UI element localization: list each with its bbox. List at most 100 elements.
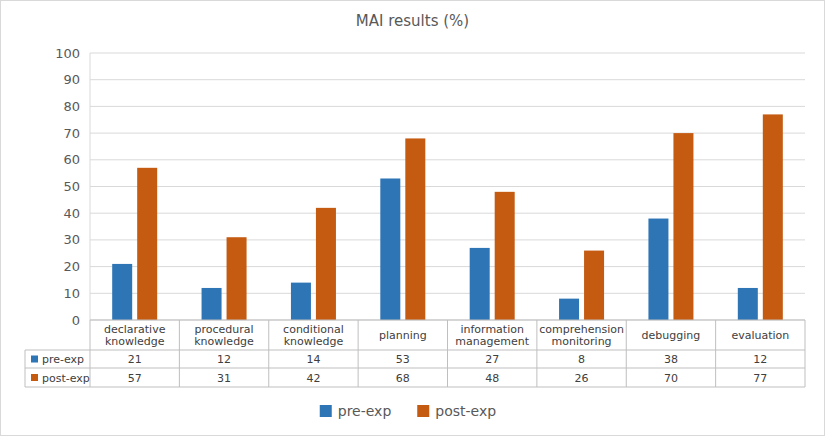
table-series-name: post-exp [42,372,90,385]
grid-line [90,186,805,187]
category-label-line: monitoring [552,335,612,348]
bar [405,138,425,320]
bar [227,237,247,320]
data-table: declarativeknowledgeproceduralknowledgec… [25,320,805,387]
y-tick-label: 50 [63,179,80,194]
chart-root: MAI results (%) 0 10 20 30 40 50 60 70 80 90 100 dec… [0,0,825,436]
bar [738,288,758,320]
category-label-line: knowledge [105,335,165,348]
y-tick-label: 30 [63,232,80,247]
table-col-line [179,320,180,387]
category-label-line: knowledge [194,335,254,348]
table-value: 70 [664,372,678,385]
bar [584,251,604,320]
table-col-line [447,320,448,387]
bar [316,208,336,320]
table-value: 27 [485,353,499,366]
table-col-line [805,320,806,387]
y-tick-label: 40 [63,206,80,221]
table-value: 77 [753,372,767,385]
table-col-line [715,320,716,387]
category-label-line: debugging [642,329,701,342]
table-value: 42 [306,372,320,385]
table-value: 14 [306,353,320,366]
bar [495,192,515,320]
category-label-line: conditional [283,323,344,336]
y-tick-label: 20 [63,259,80,274]
category-label: comprehensionmonitoring [539,323,624,349]
category-label: proceduralknowledge [194,323,254,349]
table-value: 48 [485,372,499,385]
table-legend-key [31,374,38,381]
table-value: 12 [753,353,767,366]
category-label: evaluation [731,329,789,342]
table-col-line [358,320,359,387]
bar [137,168,157,320]
bar [648,219,668,320]
table-col-line [626,320,627,387]
table-col-line [536,320,537,387]
category-label: planning [379,329,427,342]
y-tick-label: 80 [63,99,80,114]
legend: pre-exp post-exp [320,403,496,419]
bar [559,299,579,320]
chart-border [1,1,825,436]
grid-line [90,159,805,160]
category-label-line: information [460,323,524,336]
bar [202,288,222,320]
table-row-line [25,350,805,351]
table-value: 21 [128,353,142,366]
bar [291,283,311,320]
y-tick-label: 60 [63,152,80,167]
bars [112,114,783,320]
table-value: 26 [575,372,589,385]
y-tick-label: 0 [72,313,80,328]
grid-line [90,53,805,54]
table-value: 31 [217,372,231,385]
chart-title: MAI results (%) [356,12,469,30]
category-label-line: management [455,335,529,348]
grid-line [90,213,805,214]
category-label-line: declarative [104,323,166,336]
y-tick-label: 90 [63,72,80,87]
bar [380,178,400,320]
category-label: debugging [642,329,701,342]
grid-line [90,79,805,80]
category-label: declarativeknowledge [104,323,166,349]
table-value: 53 [396,353,410,366]
grid-line [90,293,805,294]
legend-label: pre-exp [338,403,392,419]
table-value: 38 [664,353,678,366]
table-value: 12 [217,353,231,366]
legend-label: post-exp [435,403,496,419]
grid-line [90,266,805,267]
table-value: 8 [578,353,585,366]
table-row-line [25,387,805,388]
table-value: 68 [396,372,410,385]
y-axis-line [90,53,91,320]
bar [470,248,490,320]
table-value: 57 [128,372,142,385]
legend-key [320,405,332,417]
category-label-line: planning [379,329,427,342]
legend-key [417,405,429,417]
grid-line [90,239,805,240]
y-tick-label: 70 [63,126,80,141]
table-series-name: pre-exp [42,353,84,366]
category-label: conditionalknowledge [283,323,344,349]
chart-svg: MAI results (%) 0 10 20 30 40 50 60 70 80 90 100 dec… [0,0,825,436]
category-label-line: procedural [195,323,254,336]
grid-line [90,106,805,107]
table-legend-key [31,356,38,363]
table-col-line [25,350,26,387]
category-label-line: comprehension [539,323,624,336]
y-tick-label: 10 [63,286,80,301]
category-label: informationmanagement [455,323,529,349]
category-label-line: knowledge [284,335,344,348]
y-tick-label: 100 [55,46,80,61]
table-row-line [25,368,805,369]
grid-line [90,133,805,134]
category-label-line: evaluation [731,329,789,342]
bar [763,114,783,320]
bar [673,133,693,320]
